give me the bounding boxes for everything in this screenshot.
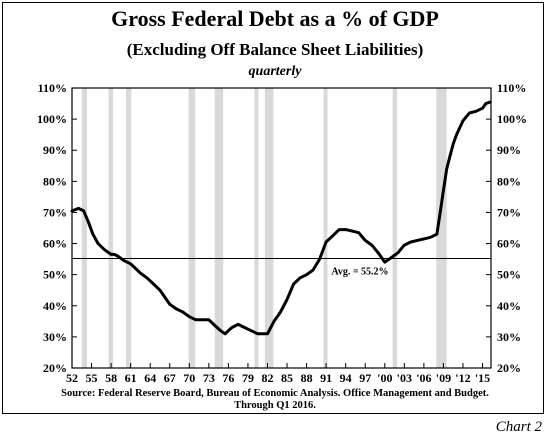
chart-subtitle: (Excluding Off Balance Sheet Liabilities… — [126, 40, 424, 59]
y-tick-label-right: 20% — [497, 361, 521, 375]
debt-series-line — [70, 100, 492, 336]
x-tick-label: 52 — [66, 371, 78, 385]
y-tick-label-right: 70% — [497, 205, 521, 219]
y-tick-label-right: 100% — [497, 112, 527, 126]
recession-band — [264, 88, 274, 368]
plot-area — [71, 87, 492, 369]
y-tick-label-left: 40% — [43, 299, 67, 313]
y-tick-label-right: 90% — [497, 143, 521, 157]
x-tick-label: 70 — [183, 371, 195, 385]
y-tick-label-left: 60% — [43, 237, 67, 251]
source-note: Source: Federal Reserve Board, Bureau of… — [0, 388, 550, 412]
chart-frame — [2, 2, 544, 414]
recession-band — [323, 88, 328, 368]
y-tick-label-left: 20% — [43, 361, 67, 375]
x-tick-label: 82 — [261, 371, 273, 385]
y-tick-label-right: 60% — [497, 237, 521, 251]
y-tick-label-left: 80% — [43, 174, 67, 188]
y-tick-label-left: 90% — [43, 143, 67, 157]
x-tick-label: '00 — [377, 371, 392, 385]
x-tick-label: 55 — [86, 371, 98, 385]
x-tick-label: 61 — [125, 371, 137, 385]
y-tick-label-right: 40% — [497, 299, 521, 313]
chart-frequency: quarterly — [248, 64, 302, 79]
chart-number-label: Chart 2 — [495, 419, 542, 435]
x-tick-label: 73 — [203, 371, 215, 385]
x-tick-label: 88 — [301, 371, 313, 385]
y-tick-label-left: 110% — [38, 81, 67, 95]
y-tick-label-left: 100% — [37, 112, 67, 126]
recession-band — [436, 88, 447, 368]
x-tick-label: '03 — [397, 371, 412, 385]
x-tick-label: 97 — [359, 371, 371, 385]
chart-title: Gross Federal Debt as a % of GDP — [111, 6, 439, 31]
y-tick-label-left: 30% — [43, 330, 67, 344]
x-tick-label: 67 — [164, 371, 176, 385]
x-tick-label: '06 — [416, 371, 431, 385]
x-tick-label: '09 — [436, 371, 451, 385]
x-tick-label: 94 — [340, 371, 352, 385]
x-tick-label: 91 — [320, 371, 332, 385]
y-tick-label-right: 30% — [497, 330, 521, 344]
average-label: Avg. = 55.2% — [331, 266, 388, 277]
source-line-1: Source: Federal Reserve Board, Bureau of… — [61, 388, 489, 399]
y-tick-label-left: 50% — [43, 268, 67, 282]
recession-band — [108, 88, 114, 368]
x-tick-label: 58 — [105, 371, 117, 385]
recession-band — [392, 88, 398, 368]
source-line-2: Through Q1 2016. — [234, 400, 316, 411]
recession-band — [254, 88, 259, 368]
recession-band — [81, 88, 87, 368]
y-tick-label-right: 80% — [497, 174, 521, 188]
x-tick-label: 76 — [222, 371, 234, 385]
y-tick-label-right: 110% — [497, 81, 526, 95]
y-tick-label-left: 70% — [43, 205, 67, 219]
x-tick-label: '12 — [455, 371, 470, 385]
x-tick-label: 64 — [144, 371, 156, 385]
x-tick-label: '15 — [475, 371, 490, 385]
recession-band — [188, 88, 196, 368]
recession-band — [214, 88, 224, 368]
x-tick-label: 85 — [281, 371, 293, 385]
y-tick-label-right: 50% — [497, 268, 521, 282]
x-tick-label: 79 — [242, 371, 254, 385]
recession-band — [126, 88, 132, 368]
